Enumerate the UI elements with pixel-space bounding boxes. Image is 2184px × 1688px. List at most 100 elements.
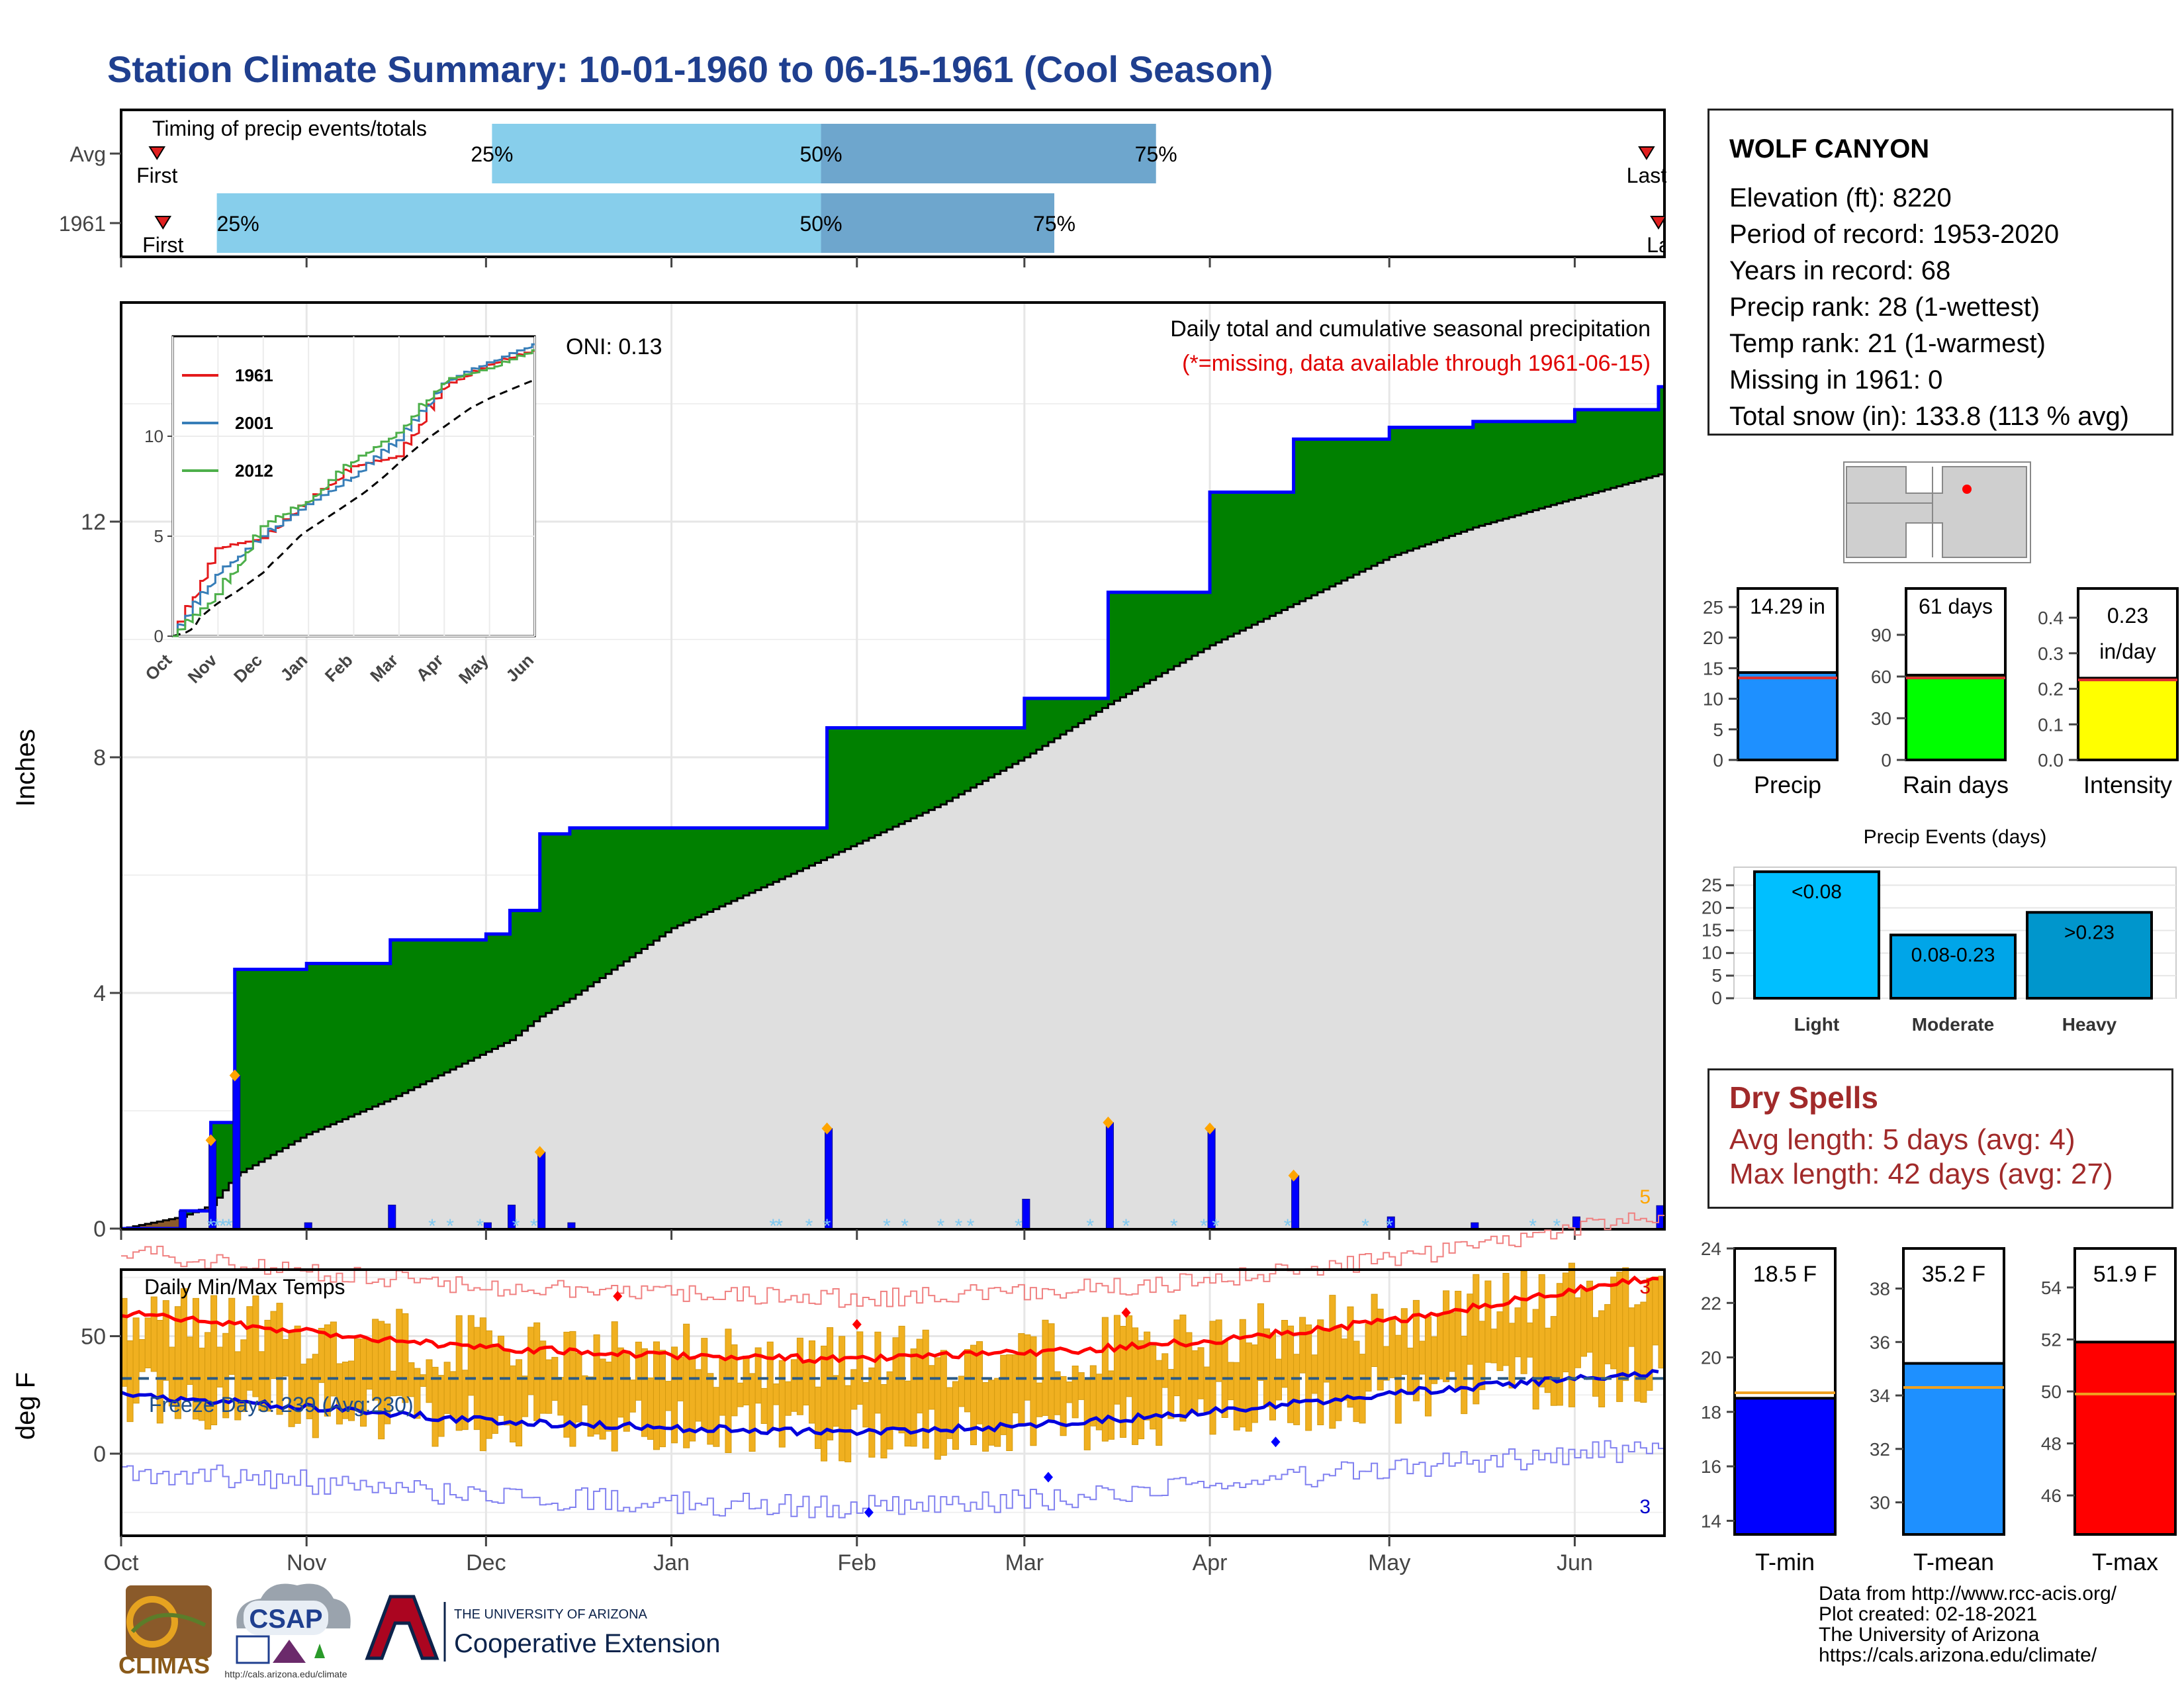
timing-bar-50-75 (821, 124, 1156, 183)
dry-spells-box: Dry Spells Avg length: 5 days (avg: 4) M… (1707, 1068, 2173, 1209)
precip-event-range: >0.23 (2064, 921, 2115, 943)
precip-event-range: 0.08-0.23 (1911, 944, 1995, 966)
page-title: Station Climate Summary: 10-01-1960 to 0… (107, 48, 1273, 90)
region-map-shape (1846, 466, 2027, 558)
month-tick-label: Jan (653, 1550, 690, 1575)
credit-line: https://cals.arizona.edu/climate/ (1819, 1644, 2097, 1666)
summary-y-tick-label: 0 (1881, 750, 1891, 771)
temp-y-axis-label: deg F (11, 1372, 40, 1440)
above-average-area (121, 387, 1665, 1229)
snow-day-icon: * (530, 1215, 538, 1237)
snow-day-icon: * (1015, 1215, 1023, 1237)
snow-day-icon: * (1385, 1215, 1393, 1237)
month-tick-label: Apr (1193, 1550, 1228, 1575)
timing-p50-label: 50% (800, 142, 842, 166)
precip-events-y-tick-label: 10 (1702, 943, 1722, 963)
snow-marker-icon (1205, 1122, 1216, 1135)
daily-precip-bar (1656, 1205, 1664, 1229)
daily-precip-bar (178, 1210, 187, 1229)
daily-precip-bar (483, 1222, 492, 1229)
summary-value-label: 0.23 (2107, 604, 2148, 628)
month-tick-label: May (1368, 1550, 1410, 1575)
precip-event-range: <0.08 (1792, 881, 1842, 903)
month-tick-label: Oct (104, 1550, 139, 1575)
month-tick-label: Mar (1005, 1550, 1044, 1575)
daily-precip-bar (304, 1222, 312, 1229)
station-elevation: Elevation (ft): 8220 (1729, 183, 1952, 212)
timing-panel-title: Timing of precip events/totals (152, 117, 427, 140)
snow-marker-icon (534, 1146, 545, 1158)
station-missing: Missing in 1961: 0 (1729, 365, 1943, 395)
snow-day-icon: * (1212, 1215, 1220, 1237)
summary-y-tick-label: 0.0 (2038, 750, 2064, 771)
snow-marker-icon (229, 1069, 240, 1082)
inset-series-line (173, 350, 535, 637)
station-period: Period of record: 1953-2020 (1729, 220, 2060, 249)
temp-y-tick-label: 50 (81, 1325, 106, 1350)
temp-y-tick-label: 0 (93, 1442, 106, 1467)
summary-y-tick-label: 0.3 (2038, 643, 2064, 664)
precip-event-bar (2026, 911, 2153, 1000)
daily-precip-bar (1291, 1175, 1300, 1229)
precip-events-y-tick-label: 15 (1702, 920, 1722, 941)
station-years: Years in record: 68 (1729, 256, 1951, 285)
snow-day-icon: * (1086, 1215, 1094, 1237)
temp-summary-y-tick-label: 52 (2041, 1329, 2062, 1350)
timing-p25-label: 25% (471, 142, 513, 166)
inset-y-tick-label: 0 (154, 626, 163, 646)
credit-line: Plot created: 02-18-2021 (1819, 1603, 2038, 1625)
precip-y-tick-label: 4 (93, 981, 106, 1006)
record-marker-icon (1044, 1472, 1054, 1483)
daily-precip-bar (1022, 1199, 1030, 1229)
snow-day-icon: * (883, 1215, 891, 1237)
dry-spells-title: Dry Spells (1729, 1080, 1878, 1115)
snow-count-label: 5 (1639, 1186, 1651, 1208)
temp-summary-y-tick-label: 36 (1870, 1332, 1890, 1352)
temp-summary-y-tick-label: 54 (2041, 1278, 2062, 1298)
temp-summary-y-tick-label: 50 (2041, 1382, 2062, 1402)
timing-p25-label: 25% (217, 212, 259, 236)
precip-event-bar (1753, 870, 1880, 1000)
timing-first-label: First (136, 164, 177, 187)
daily-precip-bar (567, 1222, 576, 1229)
university-of-arizona-logo-icon (365, 1595, 439, 1660)
csap-logo-icon (273, 1640, 306, 1663)
summary-bar-label: Intensity (2083, 771, 2172, 798)
daily-precip-bar (388, 1204, 396, 1229)
average-min-line (120, 1369, 1659, 1437)
summary-bar (1737, 671, 1839, 761)
summary-value-label: 61 days (1919, 594, 1993, 618)
precip-event-label: Heavy (2062, 1014, 2117, 1035)
temp-summary-bar (2073, 1340, 2177, 1536)
precip-y-axis-label: Inches (11, 729, 40, 807)
climas-logo-icon (130, 1613, 206, 1634)
timing-last-label: Last (1627, 164, 1667, 187)
precip-y-tick-label: 0 (93, 1217, 106, 1242)
record-marker-icon (864, 1507, 874, 1518)
csap-logo-icon (314, 1644, 325, 1658)
record-high-count: 3 (1639, 1276, 1651, 1298)
inset-series-line (173, 349, 535, 637)
observed-cumulative-line (121, 385, 1664, 1231)
timing-first-label: First (142, 233, 183, 257)
snow-marker-icon (821, 1122, 833, 1135)
timing-bar-25-50 (216, 193, 821, 253)
csap-logo-icon (236, 1635, 270, 1664)
timing-clip (1666, 199, 1706, 256)
station-total-snow: Total snow (in): 133.8 (113 % avg) (1729, 402, 2130, 431)
inset-y-tick-label: 5 (154, 526, 163, 546)
month-tick-label: Nov (287, 1550, 326, 1575)
dry-spells-avg: Avg length: 5 days (avg: 4) (1729, 1123, 2075, 1156)
summary-y-tick-label: 60 (1871, 667, 1891, 687)
temp-summary-y-tick-label: 22 (1701, 1293, 1721, 1313)
summary-y-tick-label: 90 (1871, 625, 1891, 645)
last-marker-icon (1650, 216, 1667, 230)
snow-day-icon: * (428, 1215, 436, 1237)
ua-logo-bottom-text: Cooperative Extension (454, 1629, 720, 1658)
summary-y-tick-label: 20 (1703, 628, 1723, 648)
temp-summary-y-tick-label: 20 (1701, 1348, 1721, 1368)
freeze-days-label: Freeze Days: 239 (Avg:230) (149, 1393, 414, 1417)
credits: Data from http://www.rcc-acis.org/ Plot … (1819, 1583, 2116, 1665)
credit-line: Data from http://www.rcc-acis.org/ (1819, 1583, 2117, 1605)
precip-y-tick-label: 8 (93, 745, 106, 771)
